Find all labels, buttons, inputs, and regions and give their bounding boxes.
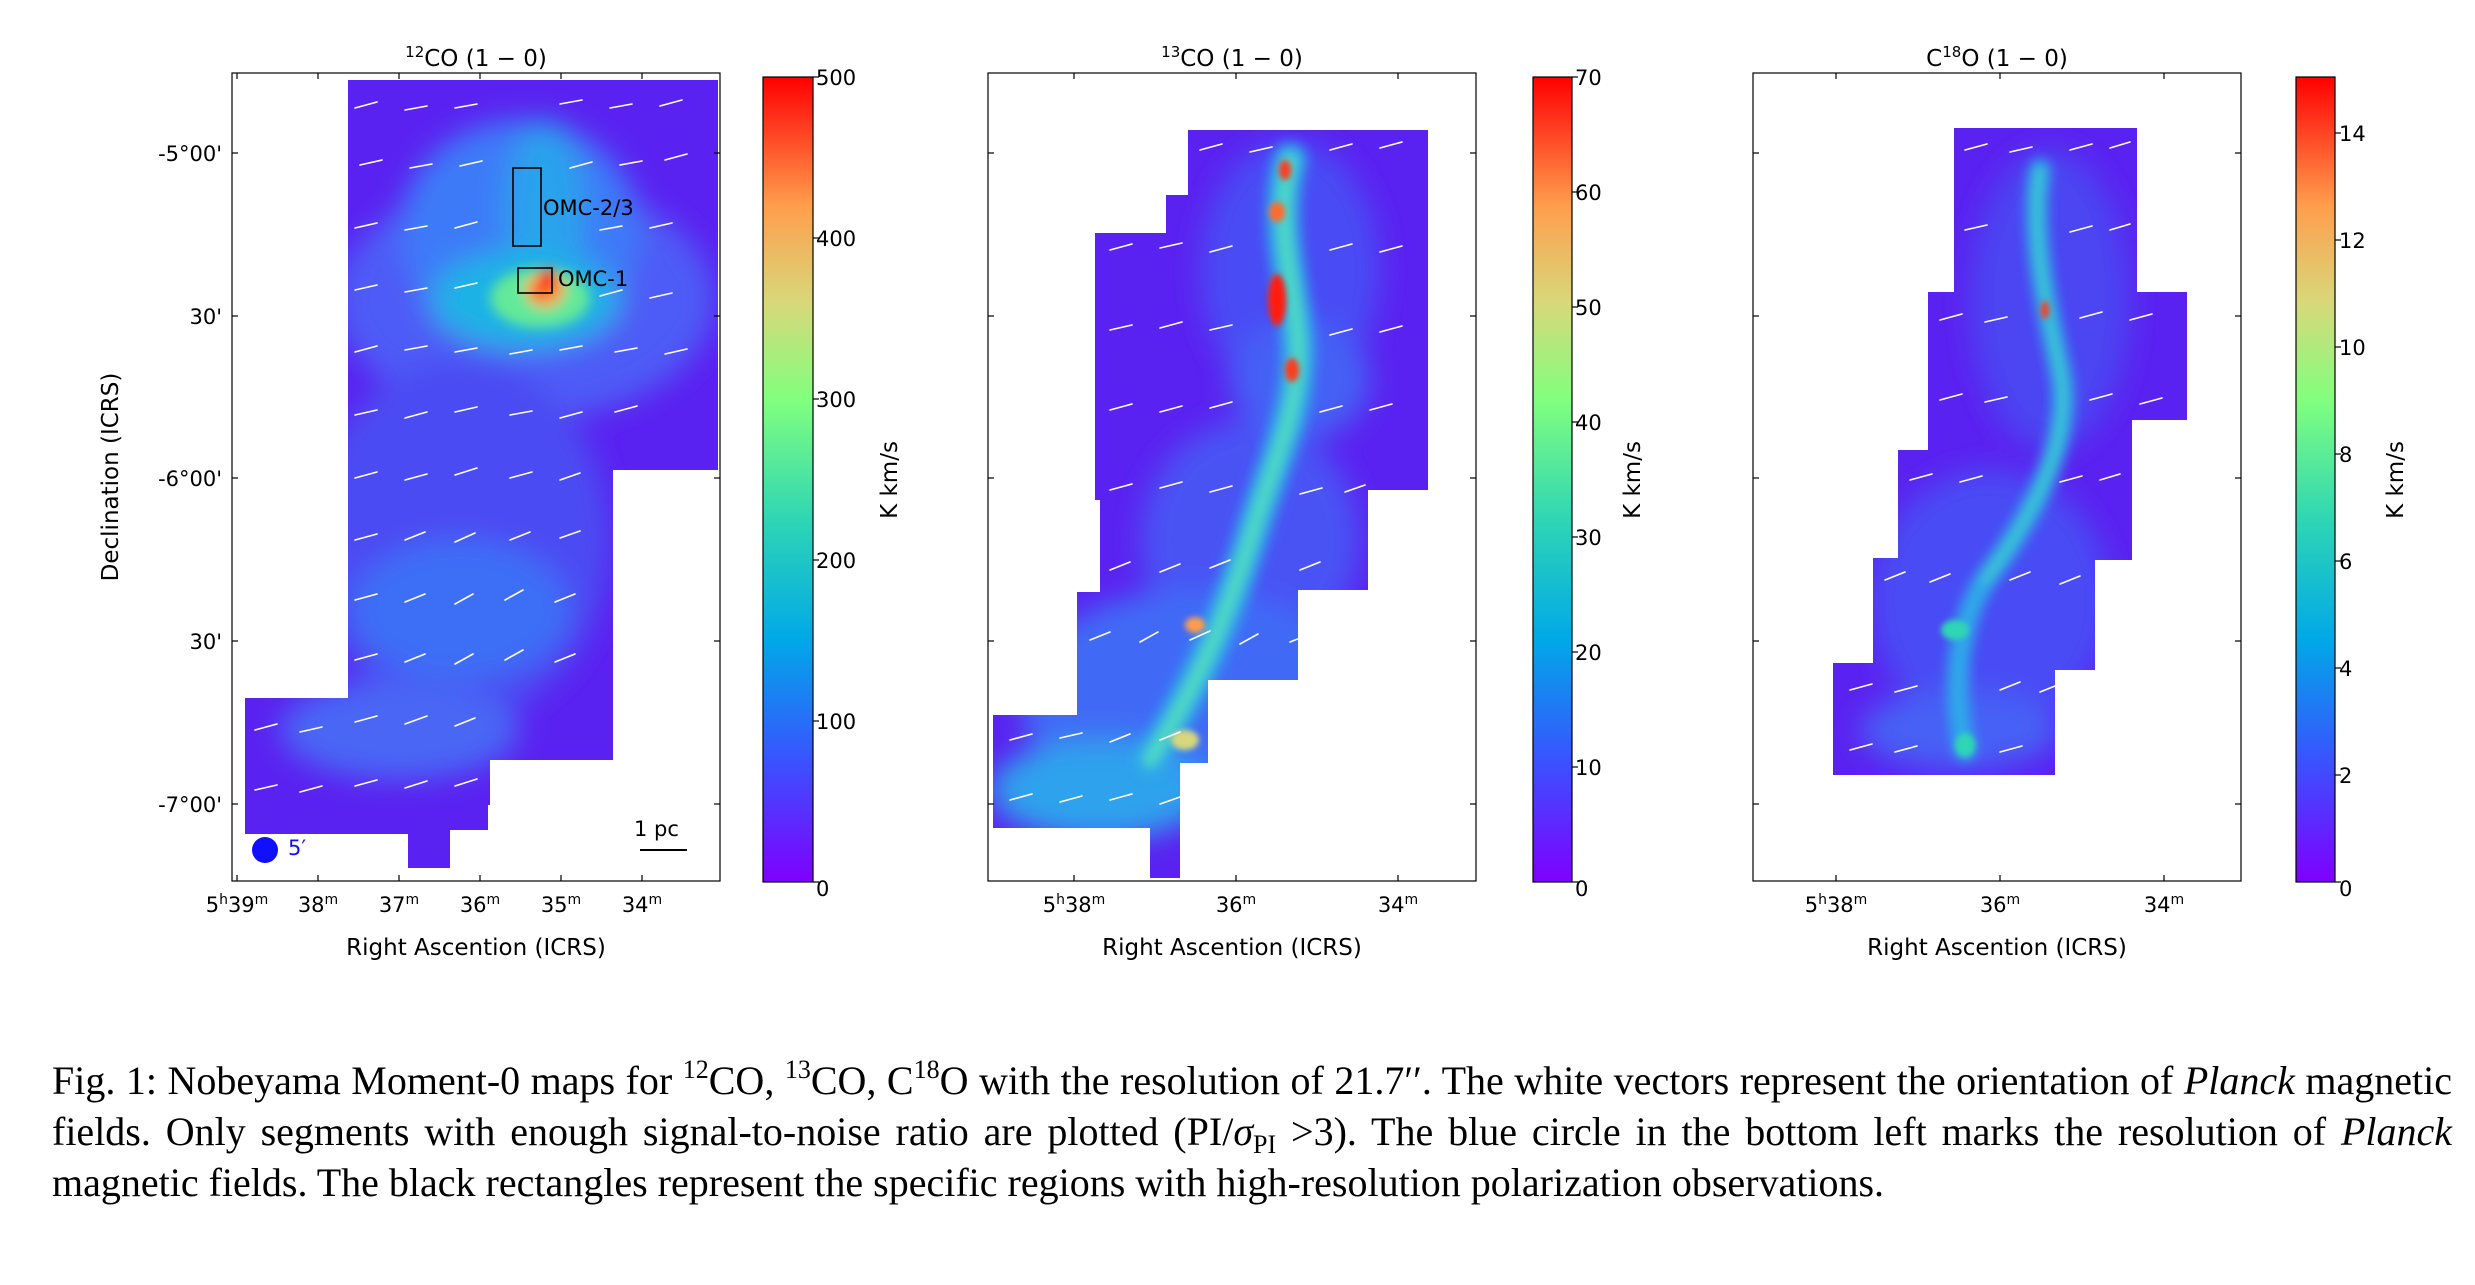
ticks-13co — [988, 73, 1476, 881]
ra-tick-label: 36m — [1980, 892, 2020, 917]
region-label-omc-1: OMC-1 — [558, 267, 628, 291]
colorbar-tick-label: 500 — [816, 66, 856, 90]
ra-tick-label: 34m — [2144, 892, 2184, 917]
colorbar-tick-label: 100 — [816, 710, 856, 734]
colorbar-tick-label: 14 — [2339, 122, 2366, 146]
colorbar-12co: 0 100 200 300 400 500 K km/s — [762, 66, 903, 901]
colorbar-tick-label: 300 — [816, 388, 856, 412]
colorbar-label: K km/s — [1620, 441, 1646, 519]
dec-ticks: -5°00' 30' -6°00' 30' -7°00' — [158, 142, 720, 817]
colorbar-tick-label: 20 — [1575, 641, 1602, 665]
region-omc-2-3-box — [512, 167, 542, 247]
ra-tick-label: 5h39m — [206, 892, 269, 917]
colorbar-tick-label: 6 — [2339, 550, 2352, 574]
colorbar-tick-label: 200 — [816, 549, 856, 573]
colorbar-tick-label: 2 — [2339, 764, 2352, 788]
ra-tick-label: 34m — [622, 892, 662, 917]
region-label-omc-2-3: OMC-2/3 — [543, 196, 634, 220]
axes-frame-12co — [231, 72, 721, 882]
colorbar-tick-label: 0 — [816, 877, 829, 901]
colorbar-13co: 0 10 20 30 40 50 60 70 K km/s — [1532, 66, 1646, 901]
panel-title-13co: 13CO (1 − 0) — [1161, 43, 1303, 72]
colorbar-c18o: 0 2 4 6 8 10 12 14 K km/s — [2295, 76, 2409, 901]
dec-tick-label: -5°00' — [158, 142, 222, 166]
colorbar-tick-label: 40 — [1575, 411, 1602, 435]
ra-tick-label: 36m — [460, 892, 500, 917]
colorbar-tick-label: 60 — [1575, 181, 1602, 205]
dec-tick-label: 30' — [190, 630, 223, 654]
colorbar-tick-label: 0 — [2339, 877, 2352, 901]
axes-frame-c18o — [1752, 72, 2242, 882]
axes-frame-13co — [987, 72, 1477, 882]
ra-tick-label: 38m — [298, 892, 338, 917]
beam-label: 5′ — [288, 836, 306, 860]
dec-tick-label: -6°00' — [158, 467, 222, 491]
dec-tick-label: 30' — [190, 305, 223, 329]
ra-tick-label: 37m — [379, 892, 419, 917]
ra-ticks-12co: 5h39m 38m 37m 36m 35m 34m — [206, 73, 662, 917]
beam-circle — [252, 837, 278, 863]
map-12co — [245, 80, 718, 868]
ra-tick-label: 36m — [1216, 892, 1256, 917]
colorbar-tick-label: 50 — [1575, 296, 1602, 320]
panel-title-12co: 12CO (1 − 0) — [405, 43, 547, 72]
vectors-c18o — [1849, 141, 2163, 753]
figure-caption: Fig. 1: Nobeyama Moment-0 maps for 12CO,… — [52, 1055, 2452, 1206]
panel-title-c18o: C18O (1 − 0) — [1926, 43, 2068, 72]
panel-13co: 13CO (1 − 0) 5h38m 36m 34m Right Ascenti… — [987, 43, 1646, 961]
y-axis-label: Declination (ICRS) — [98, 373, 124, 582]
ra-tick-label: 5h38m — [1805, 892, 1868, 917]
colorbar-tick-label: 0 — [1575, 877, 1588, 901]
ra-tick-label: 34m — [1378, 892, 1418, 917]
colorbar-tick-label: 4 — [2339, 657, 2352, 681]
x-axis-label-12co: Right Ascention (ICRS) — [346, 935, 606, 961]
colorbar-label: K km/s — [2383, 441, 2409, 519]
panel-12co: OMC-2/3 OMC-1 5′ 1 pc 12CO (1 − 0) -5°00… — [98, 43, 903, 961]
ra-ticks-13co: 5h38m 36m 34m — [1043, 892, 1419, 917]
colorbar-tick-label: 30 — [1575, 526, 1602, 550]
map-13co — [993, 130, 1428, 878]
vectors-12co — [254, 99, 688, 793]
colorbar-tick-label: 8 — [2339, 443, 2352, 467]
vectors-13co — [1009, 141, 1403, 805]
ra-ticks-c18o: 5h38m 36m 34m — [1805, 892, 2185, 917]
x-axis-label-13co: Right Ascention (ICRS) — [1102, 935, 1362, 961]
dec-tick-label: -7°00' — [158, 793, 222, 817]
regions-12co: OMC-2/3 OMC-1 — [512, 167, 634, 294]
ra-tick-label: 35m — [541, 892, 581, 917]
region-omc-1-box — [517, 267, 553, 294]
ticks-c18o — [1753, 73, 2241, 881]
colorbar-tick-label: 10 — [1575, 756, 1602, 780]
figure: OMC-2/3 OMC-1 5′ 1 pc 12CO (1 − 0) -5°00… — [98, 43, 2409, 961]
colorbar-tick-label: 400 — [816, 227, 856, 251]
x-axis-label-c18o: Right Ascention (ICRS) — [1867, 935, 2127, 961]
panel-c18o: C18O (1 − 0) 5h38m 36m 34m Right Ascenti… — [1752, 43, 2409, 961]
scalebar-label: 1 pc — [634, 817, 679, 841]
colorbar-tick-label: 12 — [2339, 229, 2366, 253]
colorbar-label: K km/s — [877, 441, 903, 519]
colorbar-tick-label: 70 — [1575, 66, 1602, 90]
colorbar-tick-label: 10 — [2339, 336, 2366, 360]
ra-tick-label: 5h38m — [1043, 892, 1106, 917]
map-c18o — [1833, 128, 2187, 775]
